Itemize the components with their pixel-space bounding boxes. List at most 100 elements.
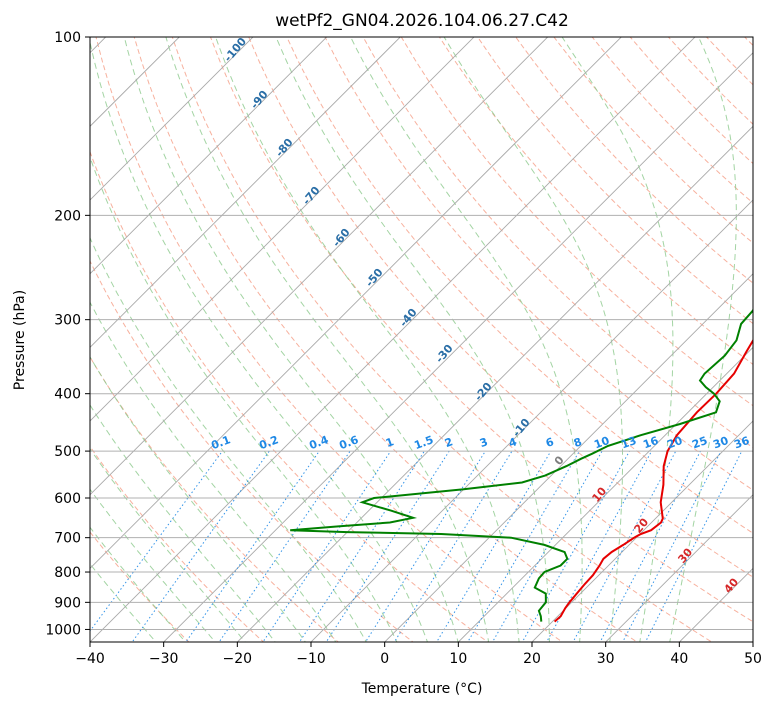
moist-adiabat-line: [215, 37, 520, 642]
dewpoint-profile-line: [290, 308, 753, 622]
mixing-ratio-label: 4: [507, 435, 519, 450]
y-tick-label: 500: [54, 444, 81, 460]
isotherm-line: [90, 37, 401, 348]
mixing-ratio-line: [218, 450, 351, 642]
isotherm-line: [90, 37, 696, 642]
mixing-ratio-line: [622, 450, 722, 642]
mixing-ratio-label: 6: [544, 435, 556, 450]
dry-adiabat-label: -30: [433, 342, 456, 366]
dry-adiabat-line: [756, 10, 775, 654]
mixing-ratio-line: [644, 450, 743, 642]
mixing-ratio-line: [185, 450, 320, 642]
mixing-ratio-line: [467, 450, 580, 642]
dry-adiabat-line: [90, 531, 190, 642]
dry-adiabat-line: [400, 37, 753, 407]
y-tick-label: 400: [54, 387, 81, 403]
mixing-ratio-line: [298, 450, 425, 642]
isotherm-line: [236, 125, 753, 642]
mixing-ratio-line: [546, 450, 653, 642]
isotherm-line: [457, 346, 753, 642]
mixing-ratio-label: 0.6: [337, 433, 360, 452]
dry-adiabat-line: [90, 445, 265, 642]
moist-adiabat-line: [123, 37, 459, 642]
isotherm-line: [384, 273, 753, 642]
dry-adiabat-label: -90: [248, 88, 271, 112]
moist-adiabat-line: [90, 236, 367, 642]
chart-title: wetPf2_GN04.2026.104.06.27.C42: [275, 11, 569, 31]
plot-frame: [89, 36, 754, 643]
x-tick-label: −10: [296, 651, 326, 667]
dry-adiabat-label: 10: [589, 484, 609, 504]
x-tick-label: 40: [670, 651, 688, 667]
mixing-ratio-label: 1: [384, 435, 396, 450]
x-tick-label: 10: [449, 651, 467, 667]
moist-adiabat-line: [561, 37, 674, 642]
dry-adiabat-line: [95, 37, 564, 642]
dry-adiabat-label: -100: [221, 35, 249, 65]
x-tick-label: 20: [523, 651, 541, 667]
x-tick-label: −40: [75, 651, 105, 667]
dry-adiabat-label: 20: [631, 515, 651, 535]
mixing-ratio-label: 0.2: [257, 433, 280, 452]
moist-adiabat-line: [443, 37, 623, 642]
x-axis-label: Temperature (°C): [361, 681, 483, 697]
y-axis: 100 200 300 400 500 600 700 800 900 1000: [45, 30, 90, 638]
moist-adiabat-line: [90, 447, 246, 642]
dry-adiabat-label: 40: [721, 575, 741, 595]
dry-adiabat-line: [133, 37, 638, 642]
dry-adiabat-label: -80: [273, 136, 296, 160]
isotherm-line: [90, 37, 475, 422]
mixing-ratio-line: [131, 450, 270, 642]
moist-adiabat-line: [350, 37, 583, 642]
dry-adiabat-line: [477, 37, 753, 325]
dry-adiabat-line: [209, 37, 753, 623]
mixing-ratio-label: 0.4: [307, 433, 330, 452]
isotherm-line: [90, 37, 549, 496]
x-tick-label: 30: [597, 651, 615, 667]
y-tick-label: 600: [54, 491, 81, 507]
dry-adiabat-label: -40: [397, 306, 420, 330]
mixing-ratio-line: [436, 450, 552, 642]
mixing-ratio-label: 3: [478, 435, 490, 450]
mixing-ratio-label: 30: [711, 434, 730, 452]
moist-adiabat-line: [90, 155, 398, 642]
y-tick-label: 300: [54, 313, 81, 329]
dry-adiabat-label: 30: [675, 545, 695, 565]
isotherm-line: [531, 420, 753, 642]
isotherm-line: [90, 37, 254, 201]
dry-adiabat-label: -20: [472, 380, 495, 404]
mixing-ratio-label: 20: [665, 434, 684, 452]
moist-adiabat-line: [275, 37, 550, 642]
x-tick-label: −20: [223, 651, 253, 667]
dry-adiabat-line: [286, 37, 753, 534]
dry-adiabat-label: -50: [363, 266, 386, 290]
isotherm-line: [90, 37, 622, 570]
dry-adiabat-line: [705, 37, 753, 86]
moist-adiabat-line: [90, 301, 337, 642]
y-tick-label: 700: [54, 531, 81, 547]
dry-adiabat-line: [171, 37, 713, 642]
moist-adiabat-line: [90, 355, 307, 642]
moist-adiabat-line: [90, 526, 187, 642]
moist-adiabat-line: [90, 488, 216, 642]
isotherm-line: [0, 10, 59, 654]
isotherm-line: [605, 494, 753, 642]
isotherm-line: [90, 37, 180, 127]
dry-adiabat-label: -70: [300, 184, 323, 208]
mixing-ratio-label: 8: [572, 435, 584, 450]
isotherm-line: [163, 52, 753, 642]
dry-adiabat-label: 0: [552, 453, 567, 467]
profiles: [290, 308, 753, 623]
dry-adiabat-line: [362, 37, 753, 449]
mixing-ratio-line: [521, 450, 630, 642]
dry-adiabat-line: [744, 37, 753, 47]
isotherm-line: [310, 199, 753, 642]
dry-adiabat-line: [515, 37, 753, 284]
dry-adiabat-label: -60: [330, 226, 353, 250]
mixing-ratio-label: 0.1: [209, 433, 232, 452]
mixing-ratio-line: [572, 450, 677, 642]
mixing-ratio-label: 36: [732, 434, 751, 452]
isotherm-line: [90, 37, 328, 275]
mixing-ratio-line: [393, 450, 513, 642]
